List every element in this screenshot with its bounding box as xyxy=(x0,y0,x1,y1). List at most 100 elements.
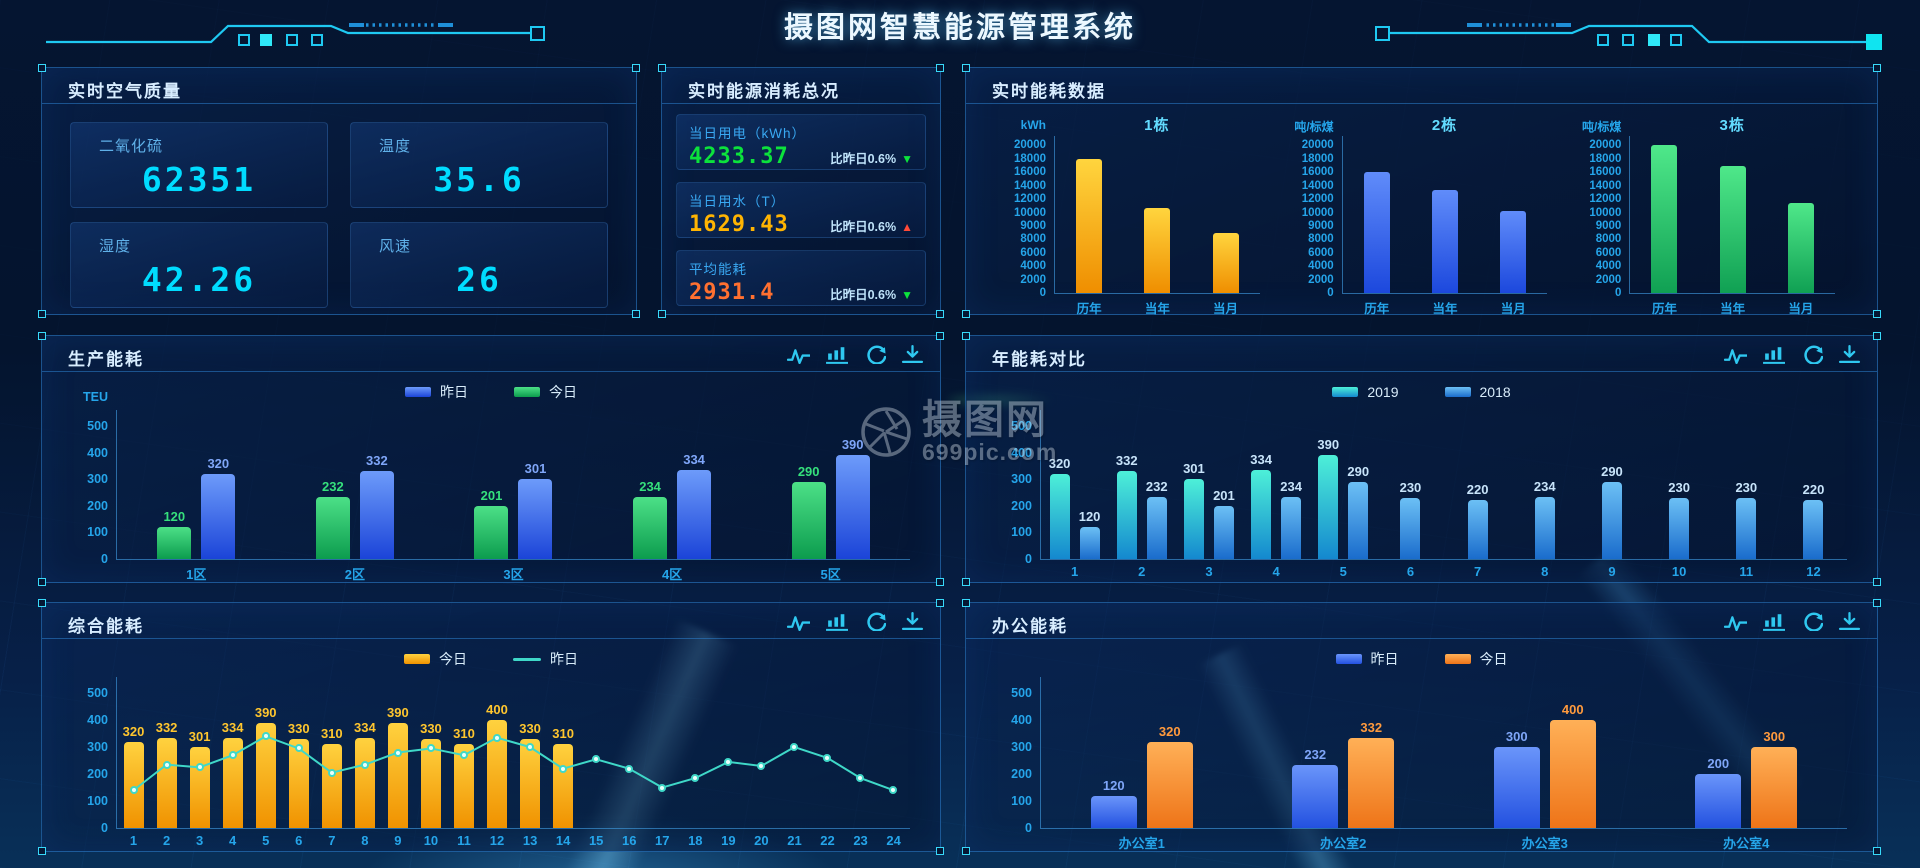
legend-item[interactable]: 昨日 xyxy=(513,649,578,669)
x-category-label: 19 xyxy=(721,833,736,848)
bar-value-label: 334 xyxy=(221,719,244,735)
x-category-label: 10 xyxy=(1671,564,1687,579)
download-icon[interactable] xyxy=(901,344,924,364)
metric-label: 二氧化硫 xyxy=(99,138,164,155)
bar-value-label: 334 xyxy=(1250,452,1272,468)
x-category-label: 24 xyxy=(886,833,901,848)
x-category-label: 办公室4 xyxy=(1723,836,1770,851)
y-tick-label: 0 xyxy=(101,821,108,835)
category-group: 24 xyxy=(877,677,910,848)
legend-item[interactable]: 昨日 xyxy=(1335,649,1399,669)
bar-2019: 332 xyxy=(1116,453,1138,559)
pulse-icon[interactable] xyxy=(787,611,810,631)
y-tick-label: 4000 xyxy=(1308,260,1334,273)
refresh-icon[interactable] xyxy=(863,344,886,364)
bar-value-label: 290 xyxy=(1601,463,1623,479)
bar-value-label: 390 xyxy=(841,437,864,453)
refresh-icon[interactable] xyxy=(1800,611,1823,631)
y-axis-unit: 吨/标煤 xyxy=(1582,120,1622,134)
category-group: 15 xyxy=(580,677,613,848)
bar-今日: 390 xyxy=(387,705,409,828)
metric-card-humidity: 湿度 42.26 xyxy=(70,222,328,308)
bar-value-label: 230 xyxy=(1399,479,1422,495)
legend-item[interactable]: 昨日 xyxy=(405,382,468,402)
download-icon[interactable] xyxy=(901,611,924,631)
bar-今日: 301 xyxy=(189,729,210,828)
category-group: 390 5 xyxy=(249,677,282,848)
pulse-icon[interactable] xyxy=(1724,344,1747,364)
x-category-label: 当年 xyxy=(1720,302,1746,316)
panel-title: 办公能耗 xyxy=(992,617,1068,636)
y-tick-label: 200 xyxy=(87,498,108,513)
bar-chart-icon[interactable] xyxy=(1762,611,1785,631)
x-category-label: 办公室3 xyxy=(1521,836,1568,851)
legend-item[interactable]: 今日 xyxy=(1444,649,1508,669)
legend-item[interactable]: 2018 xyxy=(1444,384,1511,400)
legend-item[interactable]: 今日 xyxy=(514,382,577,402)
y-tick-label: 16000 xyxy=(1589,166,1622,179)
y-tick-label: 16000 xyxy=(1301,166,1334,179)
trend-down-icon: ▼ xyxy=(901,152,913,166)
bar-value-label: 290 xyxy=(1347,463,1370,479)
trend-down-icon: ▼ xyxy=(901,288,913,302)
y-tick-label: 0 xyxy=(101,552,108,566)
x-category-label: 当月 xyxy=(1500,302,1526,316)
category-group: 20 xyxy=(745,677,778,848)
bar-2018: 220 xyxy=(1803,482,1824,559)
bar-chart-icon[interactable] xyxy=(825,344,848,364)
bar-昨日: 232 xyxy=(1292,747,1339,828)
y-tick-label: 18000 xyxy=(1301,152,1334,165)
x-category-label: 当月 xyxy=(1788,302,1814,316)
bar-chart-icon[interactable] xyxy=(1762,344,1785,364)
category-group: 18 xyxy=(679,677,712,848)
bar-value-label: 200 xyxy=(1707,756,1730,772)
y-tick-label: 0 xyxy=(1025,821,1032,835)
bar-chart-icon[interactable] xyxy=(825,611,848,631)
pulse-icon[interactable] xyxy=(787,344,810,364)
bar-今日: 290 xyxy=(791,464,826,559)
y-tick-label: 18000 xyxy=(1589,152,1622,165)
category-group: 120 320 办公室1 xyxy=(1041,677,1243,851)
download-icon[interactable] xyxy=(1838,344,1861,364)
metric-value: 35.6 xyxy=(433,160,525,199)
bar-昨日: 332 xyxy=(359,453,394,559)
y-tick-label: 100 xyxy=(1011,525,1032,540)
chart-legend: 今日 昨日 xyxy=(66,647,916,671)
y-tick-label: 8000 xyxy=(1020,233,1046,246)
refresh-icon[interactable] xyxy=(863,611,886,631)
x-category-label: 10 xyxy=(423,833,439,848)
chart-toolbar xyxy=(787,344,924,364)
x-category-label: 13 xyxy=(522,833,538,848)
x-category-label: 7 xyxy=(328,833,336,848)
x-category-label: 20 xyxy=(754,833,769,848)
category-group: 230 10 xyxy=(1646,410,1713,579)
x-category-label: 4 xyxy=(229,833,237,848)
x-category-label: 历年 xyxy=(1651,302,1677,316)
category-group: 220 12 xyxy=(1780,410,1847,579)
legend-item[interactable]: 2019 xyxy=(1332,384,1399,400)
y-tick-label: 300 xyxy=(1011,472,1032,487)
legend-swatch xyxy=(1332,387,1359,397)
refresh-icon[interactable] xyxy=(1800,344,1823,364)
download-icon[interactable] xyxy=(1838,611,1861,631)
bar-历年 xyxy=(1076,158,1103,293)
bar-value-label: 220 xyxy=(1802,482,1825,498)
y-tick-label: 400 xyxy=(87,445,108,460)
category-group: 390 290 5 xyxy=(1310,410,1377,579)
compare-text: 比昨日0.6% ▼ xyxy=(830,152,913,166)
metric-card-so2: 二氧化硫 62351 xyxy=(70,122,328,208)
category-group: 17 xyxy=(646,677,679,848)
category-group: 301 201 3 xyxy=(1175,410,1242,579)
x-category-label: 11 xyxy=(457,833,471,848)
y-tick-label: 400 xyxy=(87,713,108,728)
metric-value: 26 xyxy=(456,260,502,299)
legend-item[interactable]: 今日 xyxy=(404,649,467,669)
y-tick-label: 8000 xyxy=(1308,233,1334,246)
header-circuit-decoration-right xyxy=(1375,23,1882,50)
pulse-icon[interactable] xyxy=(1724,611,1747,631)
category-group: 当年 xyxy=(1411,136,1479,316)
y-tick-label: 4000 xyxy=(1020,260,1046,273)
legend-label: 昨日 xyxy=(440,384,468,400)
bar-今日: 332 xyxy=(1348,720,1395,828)
metric-value: 62351 xyxy=(141,160,257,199)
